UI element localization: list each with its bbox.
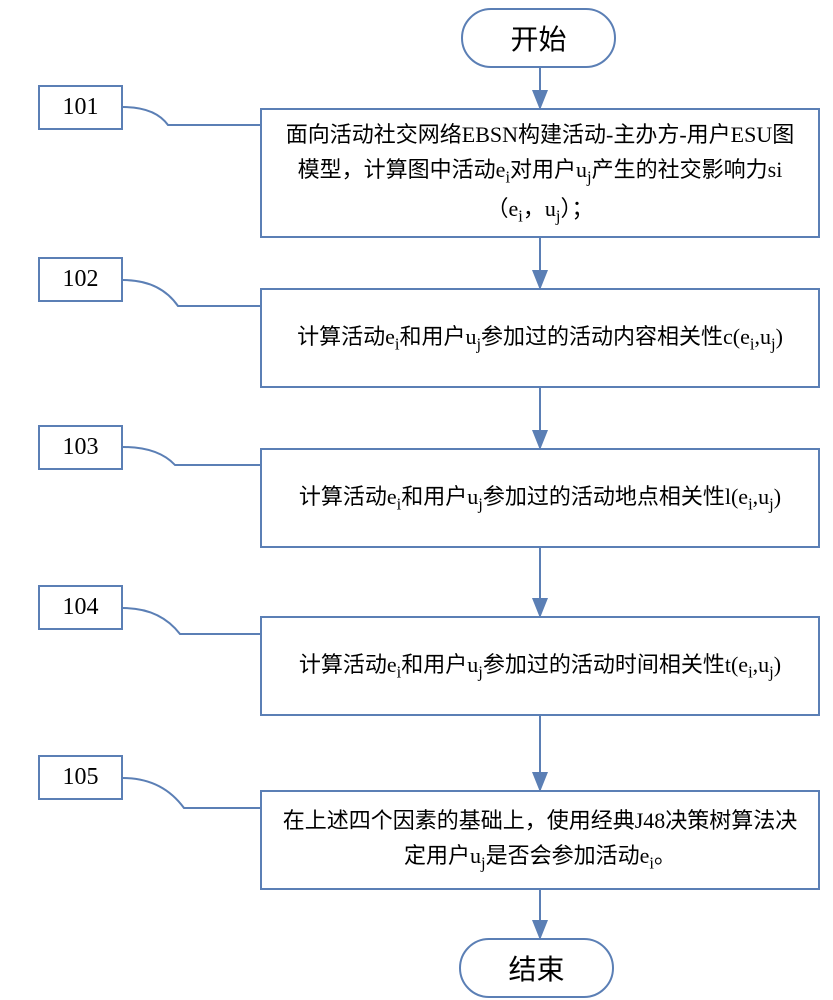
step-label-105: 105 (38, 755, 123, 800)
label-connector (123, 447, 260, 465)
step-label-102: 102 (38, 257, 123, 302)
step-id: 101 (63, 94, 99, 121)
process-text: 在上述四个因素的基础上，使用经典J48决策树算法决定用户uj是否会参加活动ei。 (280, 803, 800, 877)
end-label: 结束 (508, 948, 564, 988)
step-label-101: 101 (38, 85, 123, 130)
step-id: 104 (63, 594, 99, 621)
process-step-103: 计算活动ei和用户uj参加过的活动地点相关性l(ei,uj) (260, 448, 820, 548)
start-terminator: 开始 (461, 8, 616, 68)
start-label: 开始 (510, 18, 566, 58)
process-text: 计算活动ei和用户uj参加过的活动地点相关性l(ei,uj) (299, 479, 781, 518)
label-connector (123, 107, 260, 125)
process-step-101: 面向活动社交网络EBSN构建活动-主办方-用户ESU图模型，计算图中活动ei对用… (260, 108, 820, 238)
process-text: 面向活动社交网络EBSN构建活动-主办方-用户ESU图模型，计算图中活动ei对用… (280, 117, 800, 230)
label-connector (123, 608, 260, 634)
end-terminator: 结束 (459, 938, 614, 998)
label-connector (123, 280, 260, 306)
process-text: 计算活动ei和用户uj参加过的活动时间相关性t(ei,uj) (299, 647, 781, 686)
process-step-105: 在上述四个因素的基础上，使用经典J48决策树算法决定用户uj是否会参加活动ei。 (260, 790, 820, 890)
step-label-103: 103 (38, 425, 123, 470)
process-step-102: 计算活动ei和用户uj参加过的活动内容相关性c(ei,uj) (260, 288, 820, 388)
process-step-104: 计算活动ei和用户uj参加过的活动时间相关性t(ei,uj) (260, 616, 820, 716)
label-connector (123, 778, 260, 808)
step-id: 103 (63, 434, 99, 461)
process-text: 计算活动ei和用户uj参加过的活动内容相关性c(ei,uj) (297, 319, 783, 358)
step-id: 102 (63, 266, 99, 293)
step-id: 105 (63, 764, 99, 791)
step-label-104: 104 (38, 585, 123, 630)
